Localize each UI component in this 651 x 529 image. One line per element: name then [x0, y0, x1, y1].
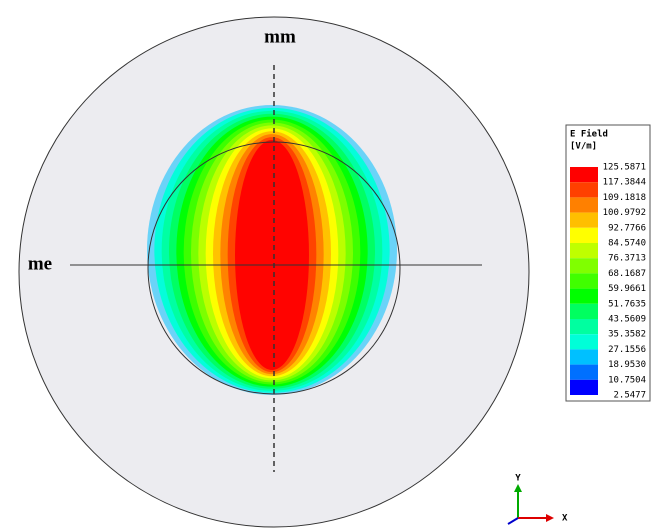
- legend-value: 2.5477: [613, 391, 646, 401]
- legend-value: 51.7635: [608, 299, 646, 309]
- legend-value: 68.1687: [608, 269, 646, 279]
- legend-value: 84.5740: [608, 239, 646, 249]
- legend-swatch: [570, 197, 598, 213]
- field-band: [235, 140, 309, 370]
- legend-swatch: [570, 227, 598, 243]
- legend-title: E Field: [570, 129, 608, 140]
- legend-value: 109.1818: [603, 193, 646, 203]
- legend-swatch: [570, 303, 598, 319]
- legend-value: 10.7504: [608, 375, 646, 385]
- legend-swatch: [570, 364, 598, 380]
- legend-value: 18.9530: [608, 360, 646, 370]
- legend-unit: [V/m]: [570, 142, 597, 152]
- triad-z-arrow: [507, 517, 519, 525]
- left-label: me: [28, 253, 52, 274]
- legend-value: 100.9792: [603, 208, 646, 218]
- top-label: mm: [264, 26, 296, 47]
- legend-swatch: [570, 288, 598, 304]
- legend-swatch: [570, 258, 598, 274]
- legend-value: 27.1556: [608, 345, 646, 355]
- triad-y-head: [514, 484, 522, 492]
- legend-value: 59.9661: [608, 284, 646, 294]
- legend-swatch: [570, 319, 598, 335]
- legend-swatch: [570, 212, 598, 228]
- legend-value: 92.7766: [608, 223, 646, 233]
- field-distribution: [147, 105, 397, 395]
- triad-y-label: Y: [515, 474, 521, 484]
- legend-value: 76.3713: [608, 254, 646, 264]
- legend-value: 125.5871: [603, 163, 646, 173]
- legend-swatch: [570, 349, 598, 365]
- legend-value: 117.3844: [603, 178, 646, 188]
- legend-swatch: [570, 273, 598, 289]
- triad-x-head: [546, 514, 554, 522]
- legend-scale: 125.5871 117.3844 109.1818 100.9792 92.7766 8…: [570, 163, 646, 401]
- legend-swatch: [570, 167, 598, 183]
- legend-swatch: [570, 182, 598, 198]
- legend-value: 43.5609: [608, 315, 646, 325]
- legend-value: 35.3582: [608, 330, 646, 340]
- legend-swatch: [570, 379, 598, 395]
- legend-swatch: [570, 334, 598, 350]
- triad-x-label: X: [562, 514, 568, 524]
- legend-swatch: [570, 243, 598, 259]
- axis-triad: Y X: [507, 474, 568, 525]
